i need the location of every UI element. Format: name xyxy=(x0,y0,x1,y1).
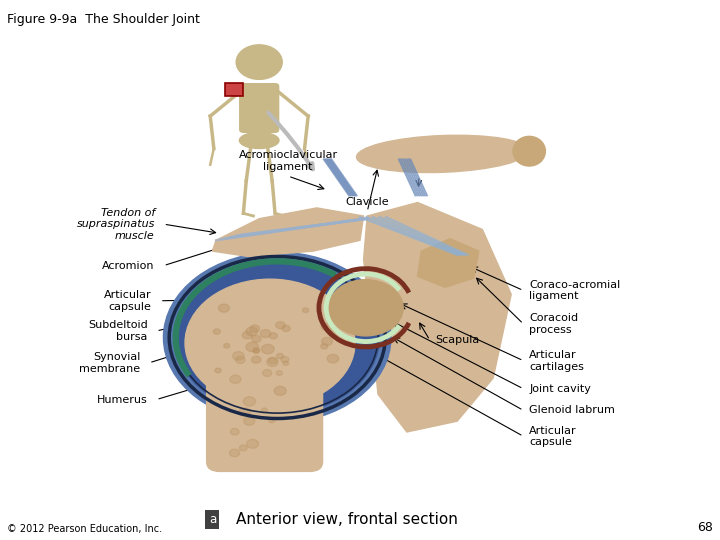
Circle shape xyxy=(233,352,244,360)
Circle shape xyxy=(260,329,271,338)
Circle shape xyxy=(268,357,277,364)
Text: Joint cavity: Joint cavity xyxy=(529,384,591,394)
Circle shape xyxy=(327,354,338,363)
Text: Glenoid labrum: Glenoid labrum xyxy=(529,406,615,415)
Circle shape xyxy=(252,335,261,342)
Text: Articular
cartilages: Articular cartilages xyxy=(529,350,584,372)
Circle shape xyxy=(321,323,331,330)
Text: Humerus: Humerus xyxy=(97,395,148,404)
Circle shape xyxy=(213,329,220,334)
Circle shape xyxy=(185,279,355,407)
Circle shape xyxy=(250,325,260,332)
Circle shape xyxy=(276,322,285,329)
Circle shape xyxy=(281,356,289,362)
Circle shape xyxy=(282,325,290,332)
Text: Synovial
membrane: Synovial membrane xyxy=(79,352,140,374)
Text: Subdeltoid
bursa: Subdeltoid bursa xyxy=(88,320,148,342)
Circle shape xyxy=(302,308,309,313)
Circle shape xyxy=(261,344,274,354)
Circle shape xyxy=(247,440,258,448)
Circle shape xyxy=(243,417,255,426)
Circle shape xyxy=(215,368,221,373)
FancyBboxPatch shape xyxy=(225,83,243,96)
Text: Coracoclavicular
ligaments: Coracoclavicular ligaments xyxy=(373,150,465,172)
Polygon shape xyxy=(364,202,511,432)
Circle shape xyxy=(269,418,275,423)
Circle shape xyxy=(276,370,282,375)
Circle shape xyxy=(224,343,230,348)
Ellipse shape xyxy=(513,136,546,166)
Circle shape xyxy=(253,348,260,353)
Circle shape xyxy=(276,353,284,359)
Circle shape xyxy=(242,332,252,339)
Circle shape xyxy=(251,356,261,363)
Text: a: a xyxy=(209,513,216,526)
Circle shape xyxy=(230,375,241,383)
Circle shape xyxy=(263,369,272,376)
Circle shape xyxy=(274,386,287,395)
Circle shape xyxy=(328,280,403,336)
Text: Coraco-acromial
ligament: Coraco-acromial ligament xyxy=(529,280,621,301)
Polygon shape xyxy=(212,208,364,256)
Text: © 2012 Pearson Education, Inc.: © 2012 Pearson Education, Inc. xyxy=(7,523,162,534)
Circle shape xyxy=(235,356,245,363)
Circle shape xyxy=(246,342,258,352)
Text: Tendon of
supraspinatus
muscle: Tendon of supraspinatus muscle xyxy=(76,207,155,241)
Circle shape xyxy=(243,397,256,406)
Circle shape xyxy=(230,428,239,435)
Ellipse shape xyxy=(356,135,529,173)
FancyBboxPatch shape xyxy=(207,325,323,471)
Text: Coracoid
process: Coracoid process xyxy=(529,313,578,335)
FancyBboxPatch shape xyxy=(240,84,279,132)
Circle shape xyxy=(320,343,328,349)
Polygon shape xyxy=(418,239,479,287)
Circle shape xyxy=(236,45,282,79)
Circle shape xyxy=(175,261,379,414)
Circle shape xyxy=(269,333,277,339)
Text: Anterior view, frontal section: Anterior view, frontal section xyxy=(236,512,458,527)
Text: Articular
capsule: Articular capsule xyxy=(104,290,151,312)
Text: Scapula: Scapula xyxy=(436,335,480,345)
Circle shape xyxy=(239,408,251,416)
Text: Clavicle: Clavicle xyxy=(346,197,389,207)
Circle shape xyxy=(283,361,289,366)
Text: 68: 68 xyxy=(697,521,713,534)
Ellipse shape xyxy=(239,132,279,149)
Text: Acromioclavicular
ligament: Acromioclavicular ligament xyxy=(238,150,338,172)
Text: Articular
capsule: Articular capsule xyxy=(529,426,577,447)
Circle shape xyxy=(261,408,267,413)
Text: Figure 9-9a  The Shoulder Joint: Figure 9-9a The Shoulder Joint xyxy=(7,14,200,26)
Circle shape xyxy=(253,349,259,354)
Text: Acromion: Acromion xyxy=(102,261,155,271)
Circle shape xyxy=(322,338,333,346)
Circle shape xyxy=(328,330,336,336)
Circle shape xyxy=(230,449,240,457)
Circle shape xyxy=(163,252,391,423)
Circle shape xyxy=(239,445,247,451)
Circle shape xyxy=(246,327,258,336)
Circle shape xyxy=(266,358,278,367)
Circle shape xyxy=(218,304,230,312)
